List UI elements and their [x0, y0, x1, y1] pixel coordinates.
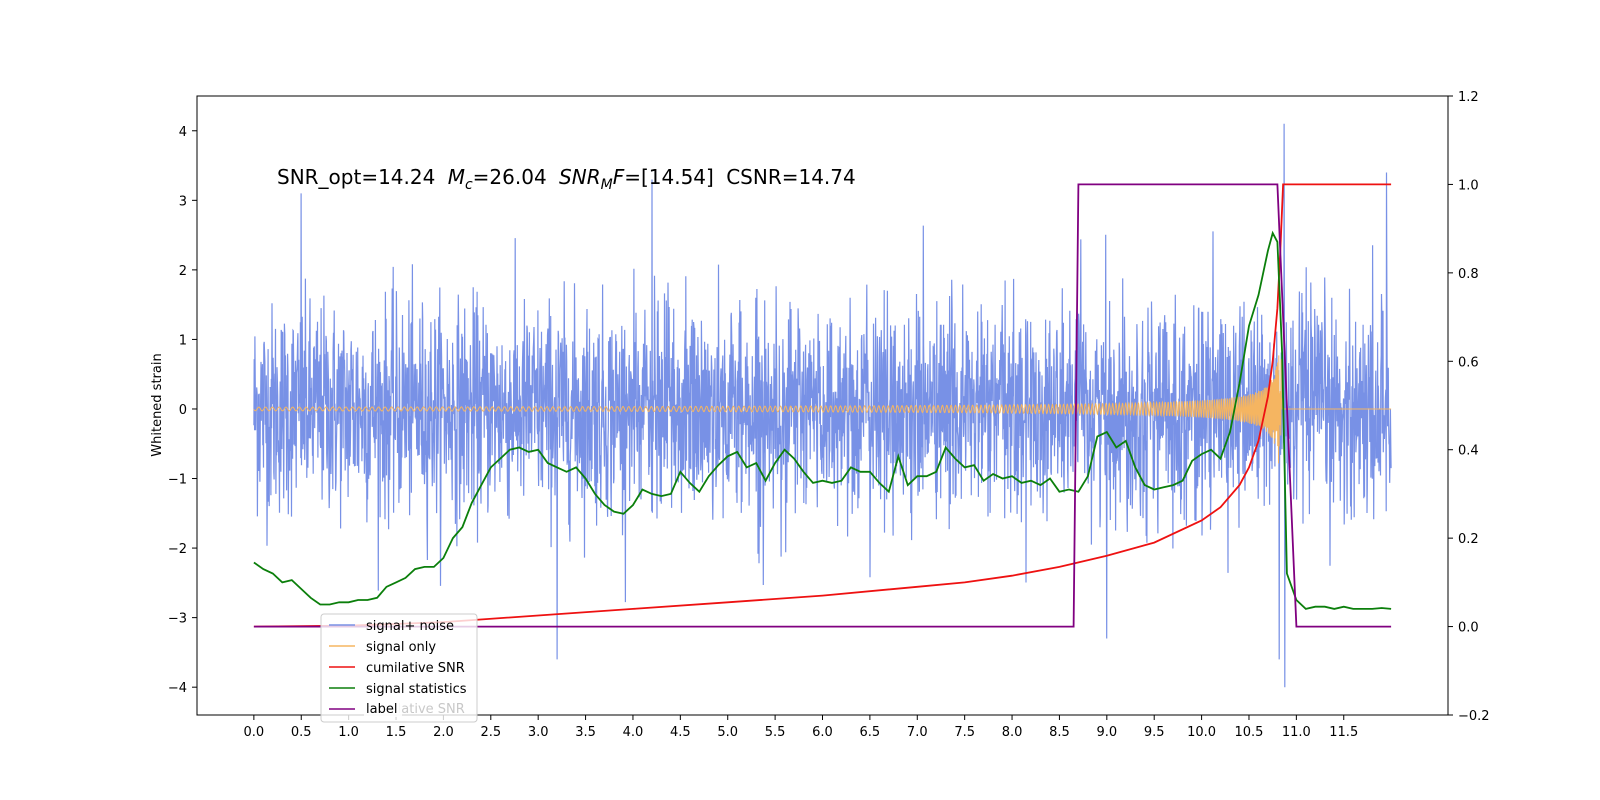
- y-left-tick-label: 4: [179, 125, 187, 140]
- x-tick-label: 1.5: [386, 725, 407, 740]
- y-right-tick-label: 1.2: [1458, 90, 1479, 105]
- x-tick-label: 10.5: [1235, 725, 1264, 740]
- x-tick-label: 6.0: [812, 725, 833, 740]
- snrmf-subscript: M: [601, 177, 613, 193]
- snrmf-value: =[14.54]: [624, 165, 714, 189]
- x-tick-label: 5.0: [717, 725, 738, 740]
- x-tick-label: 11.5: [1329, 725, 1358, 740]
- x-tick-label: 9.0: [1096, 725, 1117, 740]
- legend-label-signal-statistics: signal statistics: [366, 682, 467, 697]
- x-tick-label: 4.5: [670, 725, 691, 740]
- x-tick-label: 2.5: [480, 725, 501, 740]
- series-signal-statistics-line: [253, 230, 1392, 610]
- snrmf-symbol: SNR: [559, 165, 601, 189]
- y-left-tick-label: −4: [168, 681, 187, 696]
- legend-label-signal-only: signal only: [366, 640, 436, 655]
- y-axis-right: 1.2 1.0 0.8 0.6 0.4 0.2 0.0 −0.2: [1448, 90, 1490, 724]
- mc-subscript: c: [465, 177, 473, 193]
- snr-opt-text: SNR_opt=14.24: [277, 165, 435, 189]
- y-axis-label: Whitened strain: [150, 353, 165, 456]
- y-left-tick-label: −1: [168, 473, 187, 488]
- x-tick-label: 1.0: [338, 725, 359, 740]
- x-axis: 0.0 0.5 1.0 1.5 2.0 2.5 3.0 3.5 4.0 4.5 5.0 5.5 6.0 6…: [244, 715, 1358, 740]
- y-left-tick-label: −2: [168, 542, 187, 557]
- x-tick-label: 0.0: [244, 725, 265, 740]
- y-right-tick-label: 0.4: [1458, 444, 1479, 459]
- y-left-tick-label: 3: [179, 194, 187, 209]
- csnr-text: CSNR=14.74: [726, 165, 856, 189]
- y-left-tick-label: 1: [179, 333, 187, 348]
- x-tick-label: 8.0: [1002, 725, 1023, 740]
- legend-label-cumulative-snr: cumilative SNR: [366, 661, 465, 676]
- series-signal-only-line: [253, 355, 1392, 464]
- x-tick-label: 6.5: [860, 725, 881, 740]
- y-right-tick-label: 0.8: [1458, 267, 1479, 282]
- y-left-tick-label: 0: [179, 403, 187, 418]
- legend-label-signal-noise: signal+ noise: [366, 619, 454, 634]
- legend-box: [320, 613, 478, 723]
- y-right-tick-label: 0.6: [1458, 355, 1479, 370]
- x-tick-label: 7.0: [907, 725, 928, 740]
- x-tick-label: 10.0: [1187, 725, 1216, 740]
- x-tick-label: 11.0: [1282, 725, 1311, 740]
- x-tick-label: 9.5: [1144, 725, 1165, 740]
- y-right-tick-label: 1.0: [1458, 178, 1479, 193]
- x-tick-label: 8.5: [1049, 725, 1070, 740]
- x-tick-label: 3.0: [528, 725, 549, 740]
- legend-label-label: label: [366, 702, 397, 717]
- y-right-tick-label: 0.2: [1458, 532, 1479, 547]
- x-tick-label: 2.0: [433, 725, 454, 740]
- series-label-line: [253, 183, 1392, 628]
- mc-symbol: M: [448, 165, 465, 189]
- y-right-tick-label: −0.2: [1458, 709, 1490, 724]
- y-right-tick-label: 0.0: [1458, 621, 1479, 636]
- chart-annotation: SNR_opt=14.24 Mc=26.04 SNRMF=[14.54] CSN…: [277, 165, 856, 193]
- x-tick-label: 0.5: [291, 725, 312, 740]
- legend-label-bg: [364, 700, 402, 717]
- legend: signal+ noise signal only cumilative SNR…: [320, 613, 478, 723]
- x-tick-label: 5.5: [765, 725, 786, 740]
- x-tick-label: 7.5: [954, 725, 975, 740]
- x-tick-label: 4.0: [623, 725, 644, 740]
- y-left-tick-label: 2: [179, 264, 187, 279]
- plot-area: [253, 123, 1392, 688]
- x-tick-label: 3.5: [575, 725, 596, 740]
- series-cumulative-snr-line: [253, 183, 1392, 628]
- y-left-tick-label: −3: [168, 612, 187, 627]
- snrmf-f: F: [613, 165, 625, 189]
- series-signal-noise-line: [253, 123, 1392, 688]
- mc-value: =26.04: [473, 165, 547, 189]
- y-axis-left: 4 3 2 1 0 −1 −2 −3 −4: [168, 125, 197, 696]
